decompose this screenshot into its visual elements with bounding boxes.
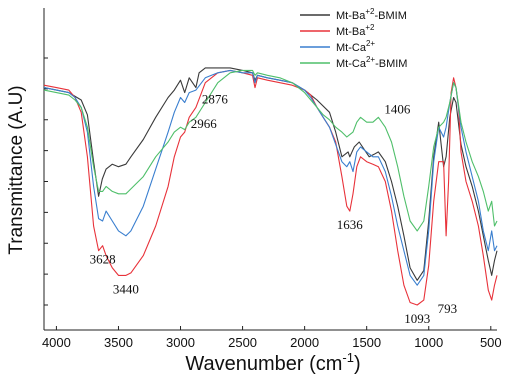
- y-axis-title: Transmittance (A.U): [6, 85, 27, 254]
- series-line-4: [43, 69, 498, 232]
- legend-entry: Mt-Ba+2-BMIM: [336, 7, 407, 22]
- x-axis-title-end: ): [354, 353, 361, 375]
- x-tick-label: 500: [480, 335, 502, 350]
- x-axis-title-sup: -1: [342, 350, 354, 365]
- legend-entry: Mt-Ba+2: [336, 23, 375, 38]
- peak-label: 3628: [90, 252, 116, 267]
- peak-annotations: 3628 3440 2966 2876 1636 1406 1093 793: [90, 91, 458, 326]
- legend-entry: Mt-Ca2+-BMIM: [336, 55, 407, 70]
- peak-label: 2876: [202, 91, 229, 106]
- x-tick-label: 3500: [104, 335, 133, 350]
- x-axis-title: Wavenumber (cm-1): [185, 350, 360, 375]
- series-group: [43, 67, 498, 306]
- x-tick-label: 2500: [228, 335, 257, 350]
- x-tick-label: 1500: [352, 335, 381, 350]
- peak-label: 2966: [191, 116, 218, 131]
- y-ticks: [44, 57, 48, 306]
- plot-area: 4000 3500 3000 2500 2000 1500 1000 500 3628 3440…: [42, 8, 502, 350]
- peak-label: 1406: [384, 101, 411, 116]
- legend-entry: Mt-Ca2+: [336, 39, 375, 54]
- peak-label: 3440: [113, 281, 139, 296]
- x-tick-label: 4000: [42, 335, 71, 350]
- x-tick-label: 2000: [290, 335, 319, 350]
- x-tick-label: 3000: [166, 335, 195, 350]
- x-ticks: 4000 3500 3000 2500 2000 1500 1000 500: [42, 326, 502, 350]
- x-tick-label: 1000: [414, 335, 443, 350]
- series-line-1: [43, 67, 498, 281]
- series-line-3: [43, 69, 498, 286]
- peak-label: 1093: [404, 311, 430, 326]
- peak-label: 1636: [337, 217, 364, 232]
- x-axis-title-main: Wavenumber (cm: [185, 353, 342, 375]
- peak-label: 793: [438, 301, 458, 316]
